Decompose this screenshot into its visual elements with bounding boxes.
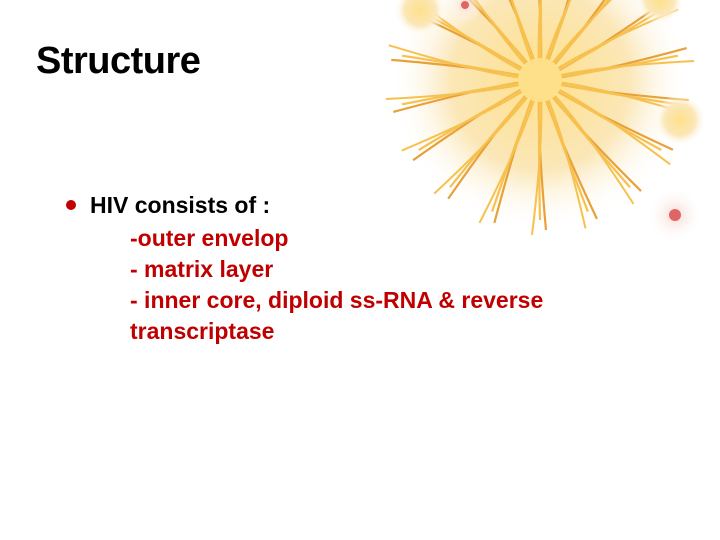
bullet-lead-text: HIV consists of : bbox=[90, 190, 270, 221]
slide-body: HIV consists of : -outer envelop - matri… bbox=[66, 190, 680, 347]
sub-bullet-text: transcriptase bbox=[130, 316, 680, 347]
bullet-dot-icon bbox=[66, 200, 76, 210]
sub-bullet-text: - inner core, diploid ss-RNA & reverse bbox=[130, 285, 680, 316]
sub-bullet-list: -outer envelop - matrix layer - inner co… bbox=[130, 223, 680, 347]
bullet-item: HIV consists of : bbox=[66, 190, 680, 221]
slide-title: Structure bbox=[36, 40, 200, 83]
slide: Structure HIV consists of : -outer envel… bbox=[0, 0, 720, 540]
sub-bullet-text: -outer envelop bbox=[130, 223, 680, 254]
sub-bullet-text: - matrix layer bbox=[130, 254, 680, 285]
